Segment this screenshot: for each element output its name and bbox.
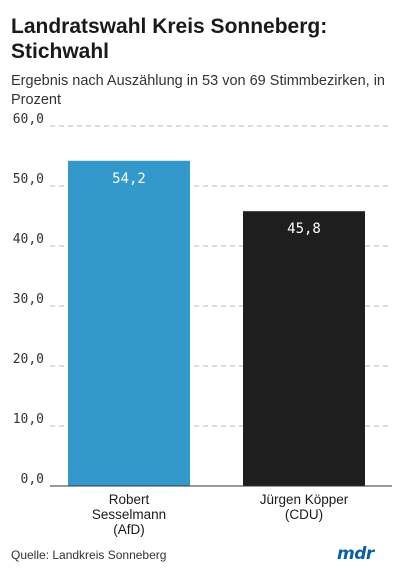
y-tick-label: 10,0 bbox=[13, 412, 44, 427]
y-tick-label: 40,0 bbox=[13, 232, 44, 247]
chart-subtitle: Ergebnis nach Auszählung in 53 von 69 St… bbox=[11, 73, 385, 108]
y-tick-label: 50,0 bbox=[13, 172, 44, 187]
bar bbox=[243, 211, 365, 486]
bar-value-label: 45,8 bbox=[287, 221, 321, 237]
x-category-label: (AfD) bbox=[113, 522, 145, 537]
mdr-logo: mdr bbox=[337, 544, 376, 564]
chart-title: Landratswahl Kreis Sonneberg: Stichwahl bbox=[11, 15, 328, 63]
x-category-label: Robert bbox=[109, 492, 150, 507]
x-category-label: Jürgen Köpper bbox=[260, 492, 349, 507]
y-tick-label: 60,0 bbox=[13, 112, 44, 127]
bar-value-label: 54,2 bbox=[112, 171, 146, 187]
y-tick-label: 0,0 bbox=[21, 472, 44, 487]
svg-text:mdr: mdr bbox=[337, 544, 376, 564]
source-note: Quelle: Landkreis Sonneberg bbox=[11, 548, 167, 562]
bar bbox=[68, 160, 190, 487]
y-tick-label: 30,0 bbox=[13, 292, 44, 307]
y-tick-label: 20,0 bbox=[13, 352, 44, 367]
x-category-label: Sesselmann bbox=[92, 507, 166, 522]
x-category-label: (CDU) bbox=[285, 507, 323, 522]
